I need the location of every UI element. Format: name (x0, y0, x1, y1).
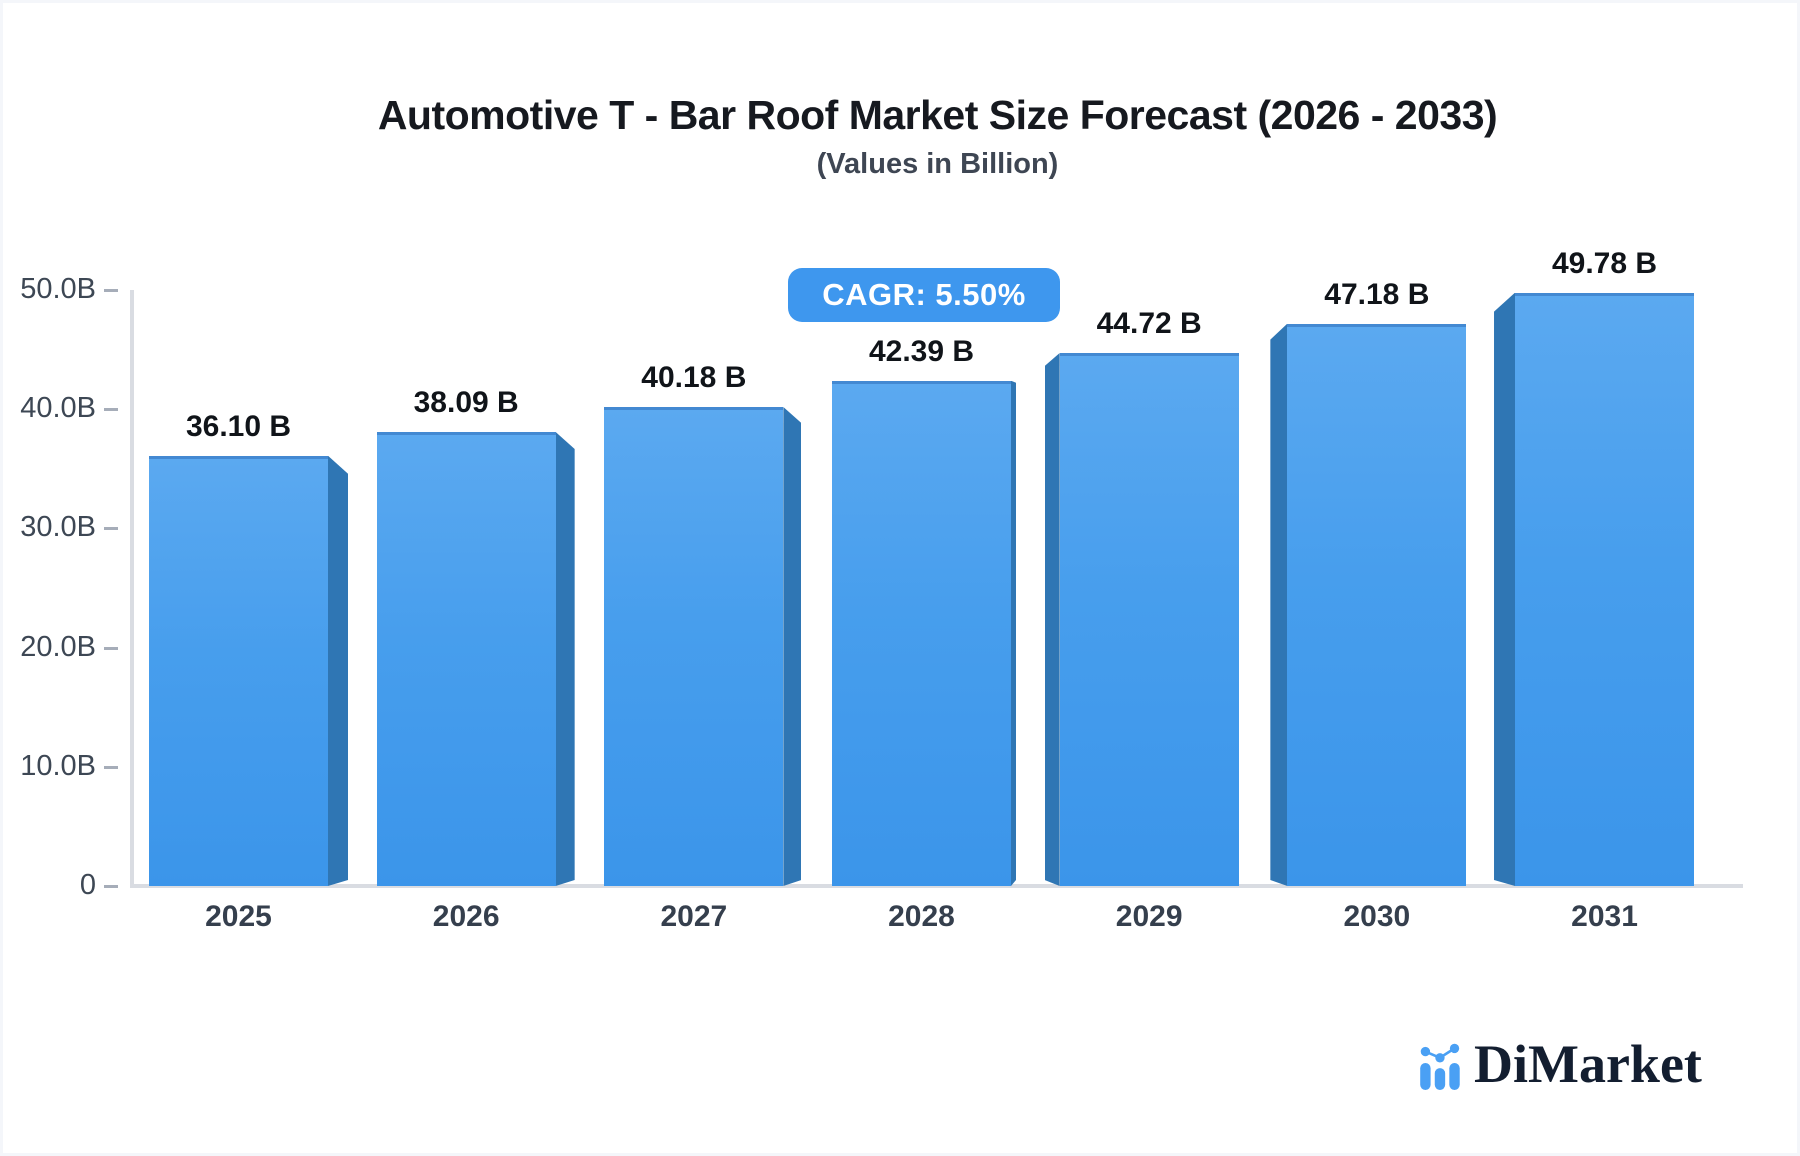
x-axis-label-2031: 2031 (1571, 900, 1638, 933)
bar-value-label: 36.10 B (185, 409, 292, 443)
x-axis-label-2030: 2030 (1343, 900, 1411, 933)
bar-2031[interactable] (1515, 292, 1695, 886)
x-axis-label-2026: 2026 (432, 900, 500, 933)
bar-side-panel (783, 407, 801, 886)
x-axis-label-2028: 2028 (888, 900, 955, 933)
y-axis-tick-label: 50.0B (20, 273, 96, 305)
bar-value-label: 38.09 B (413, 385, 519, 419)
y-axis-tick-mark (104, 765, 118, 769)
y-axis-tick-mark (104, 289, 118, 292)
bar-value-label: 44.72 B (1096, 306, 1202, 340)
x-axis-label-2027: 2027 (660, 900, 728, 933)
x-axis-label-2029: 2029 (1115, 900, 1183, 933)
y-axis-tick-label: 30.0B (20, 511, 96, 544)
cagr-badge: CAGR: 5.50% (788, 268, 1060, 322)
y-axis-tick-mark (104, 885, 118, 888)
bar-2028[interactable] (832, 380, 1011, 886)
y-axis-tick-label: 20.0B (20, 630, 96, 663)
bar-2029[interactable] (1059, 352, 1239, 886)
logo-wordmark: DiMarket (1474, 1034, 1702, 1094)
y-axis-tick-mark (104, 408, 118, 412)
y-axis-line (130, 290, 134, 886)
x-axis-line (130, 884, 1743, 888)
y-axis-tick-mark (104, 646, 118, 650)
bar-side-panel (556, 432, 575, 886)
chart-subtitle: (Values in Billion) (816, 148, 1059, 180)
y-axis-tick-label: 0 (79, 869, 96, 901)
bar-side-panel (1045, 353, 1060, 886)
bar-value-label: 49.78 B (1551, 246, 1658, 280)
bar-2030[interactable] (1287, 323, 1467, 886)
bar-2027[interactable] (604, 407, 784, 886)
bar-value-label: 47.18 B (1324, 277, 1430, 311)
bar-side-panel (1270, 324, 1287, 886)
bar-value-label: 40.18 B (641, 361, 747, 395)
y-axis-tick-label: 10.0B (20, 749, 96, 782)
x-axis-label-2025: 2025 (205, 900, 272, 933)
bar-side-panel (1494, 293, 1515, 886)
bar-side-panel (1011, 381, 1016, 886)
y-axis-tick-mark (104, 527, 118, 531)
bar-2025[interactable] (149, 455, 328, 886)
bar-2026[interactable] (376, 431, 556, 886)
dimarket-logo: DiMarket (1418, 1034, 1702, 1094)
y-axis-tick-label: 40.0B (20, 392, 96, 425)
chart-title: Automotive T - Bar Roof Market Size Fore… (377, 92, 1498, 138)
bar-side-panel (328, 456, 348, 886)
mini-bar-chart-icon (1420, 1043, 1460, 1090)
bar-value-label: 42.39 B (868, 334, 975, 368)
